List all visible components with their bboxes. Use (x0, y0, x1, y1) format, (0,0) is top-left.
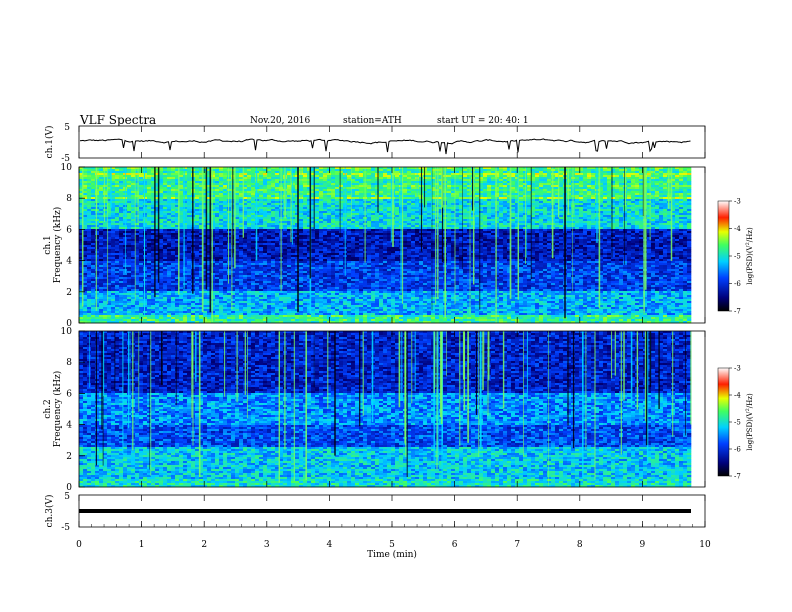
start-ut-label: start UT = 20: 40: 1 (437, 116, 529, 126)
time-axis-tick-label: 6 (452, 540, 458, 550)
ch1-spectrogram-ytick-label: 2 (66, 288, 72, 298)
ch1-spectrogram-ytick-label: 8 (66, 194, 72, 204)
ch3-ytick-top: 5 (64, 492, 70, 502)
ch2-colorbar-tick-label: -5 (734, 419, 741, 427)
time-axis-tick-label: 2 (201, 540, 207, 550)
ch1-spectrogram-ylabel-channel: ch.1 (43, 235, 53, 254)
ch1-spectrogram-ytick-label: 4 (66, 257, 72, 267)
time-axis-tick-label: 0 (76, 540, 82, 550)
ch3-ytick-bottom: -5 (61, 523, 70, 533)
ch1-ytick-top: 5 (64, 123, 70, 133)
ch2-spectrogram-ytick-label: 10 (61, 327, 73, 337)
ch2-colorbar (718, 368, 729, 476)
ch3-voltage-panel: 5 -5 ch.3(V) (44, 492, 705, 533)
ch2-colorbar-tick-label: -7 (734, 473, 741, 481)
ch2-spectrogram-image (79, 331, 691, 487)
ch2-colorbar-label: log(PSD)(V2/Hz) (745, 393, 754, 451)
ch1-colorbar-tick-label: -7 (734, 308, 741, 316)
ch2-spectrogram-ylabel-channel: ch.2 (43, 399, 53, 418)
time-axis-tick-label: 8 (577, 540, 583, 550)
ch1-spectrogram-ytick-label: 10 (61, 163, 73, 173)
time-axis-tick-label: 5 (389, 540, 395, 550)
ch2-spectrogram-ytick-label: 6 (66, 389, 72, 399)
ch2-spectrogram-ylabel-frequency: Frequency (kHz) (52, 371, 63, 448)
ch1-spectrogram-image (79, 167, 691, 323)
ch1-voltage-ylabel: ch.1(V) (44, 126, 55, 159)
date-label: Nov.20, 2016 (250, 116, 311, 126)
ch2-colorbar-tick-label: -3 (734, 365, 741, 373)
ch1-colorbar-tick-label: -6 (734, 280, 741, 288)
time-axis-label: Time (min) (367, 549, 417, 560)
ch1-colorbar-tick-label: -3 (734, 198, 741, 206)
vlf-spectra-figure: VLF Spectra Nov.20, 2016 station=ATH sta… (0, 0, 792, 612)
station-label: station=ATH (343, 116, 402, 126)
ch2-spectrogram-ytick-label: 2 (66, 452, 72, 462)
ch1-colorbar-tick-label: -5 (734, 253, 741, 261)
ch1-voltage-panel: 5 -5 ch.1(V) (44, 123, 705, 164)
ch2-colorbar-tick-label: -4 (734, 392, 741, 400)
time-axis-tick-label: 3 (264, 540, 270, 550)
time-axis-tick-label: 10 (699, 540, 711, 550)
ch1-spectrogram-ylabel-frequency: Frequency (kHz) (52, 207, 63, 284)
ch1-colorbar-label: log(PSD)(V2/Hz) (745, 227, 754, 285)
ch1-colorbar-tick-label: -4 (734, 225, 741, 233)
ch2-spectrogram-ytick-label: 4 (66, 421, 72, 431)
ch1-colorbar (718, 201, 729, 311)
time-axis-tick-label: 4 (327, 540, 333, 550)
ch1-spectrogram-ytick-label: 6 (66, 225, 72, 235)
ch2-spectrogram-ytick-label: 8 (66, 358, 72, 368)
ch3-voltage-ylabel: ch.3(V) (44, 495, 55, 528)
ch3-voltage-trace (79, 509, 691, 513)
time-axis-tick-label: 9 (640, 540, 646, 550)
time-axis-tick-label: 1 (139, 540, 145, 550)
figure-title: VLF Spectra (79, 113, 156, 127)
time-axis-tick-label: 7 (514, 540, 520, 550)
ch2-colorbar-tick-label: -6 (734, 446, 741, 454)
